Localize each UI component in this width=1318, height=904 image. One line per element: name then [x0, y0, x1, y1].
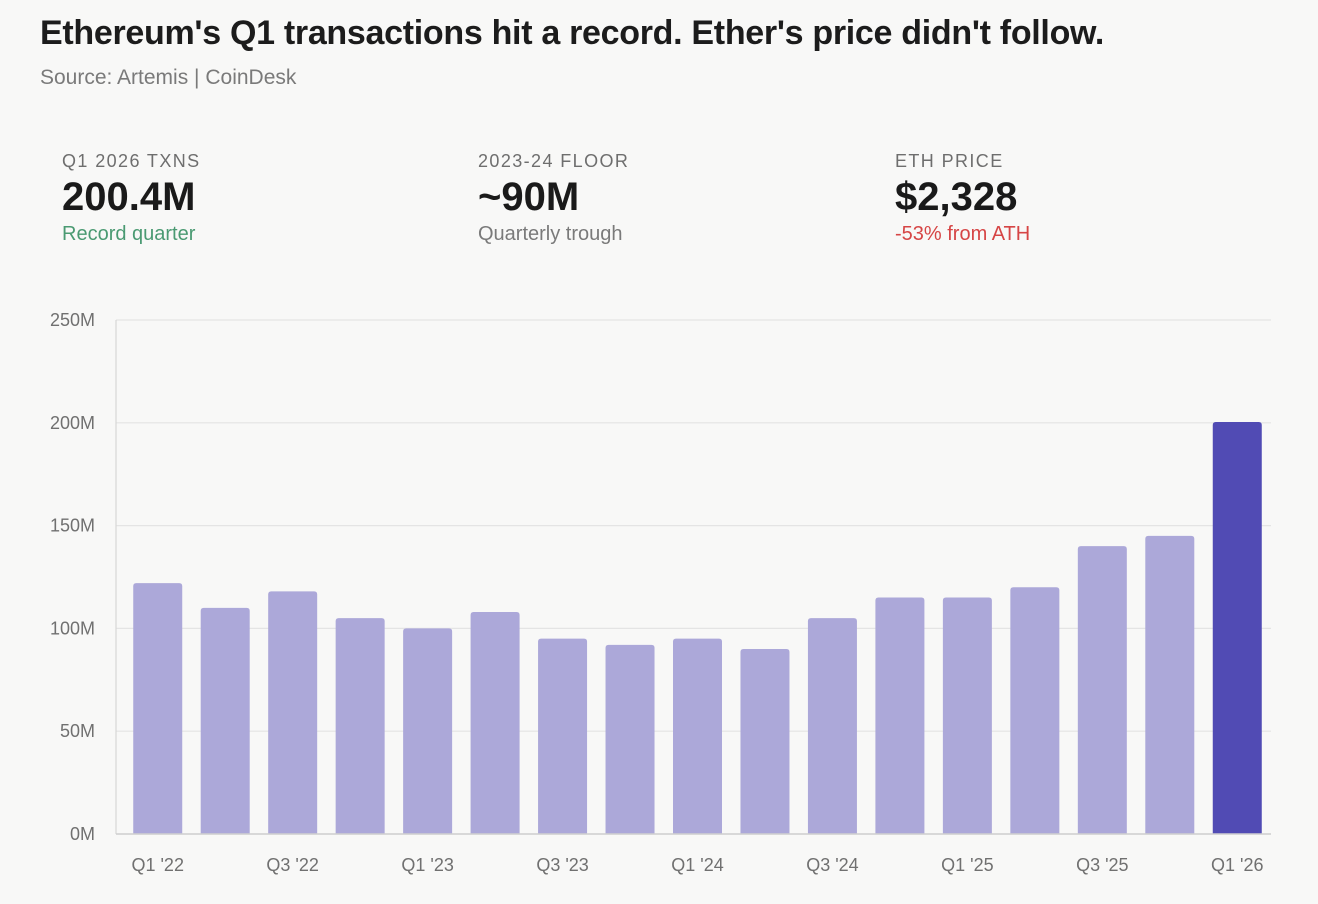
- bar-q4-24: [875, 597, 925, 834]
- kpi-label: Q1 2026 TXNS: [62, 151, 201, 171]
- bar-q2-22: [200, 607, 250, 834]
- kpi-eth-price: ETH PRICE $2,328 -53% from ATH: [895, 150, 1030, 246]
- bar-q4-23: [605, 644, 655, 834]
- y-tick-label: 50M: [60, 721, 95, 741]
- x-tick-label: Q3 '25: [1076, 855, 1128, 875]
- kpi-label: 2023-24 FLOOR: [478, 151, 630, 171]
- y-axis-ticks: 0M 50M 100M 150M 200M 250M: [50, 310, 95, 844]
- bar-q3-25: [1077, 546, 1127, 834]
- y-tick-label: 200M: [50, 413, 95, 433]
- chart-title: Ethereum's Q1 transactions hit a record.…: [40, 14, 1105, 52]
- bar-q3-23: [538, 638, 588, 834]
- y-tick-label: 150M: [50, 516, 95, 536]
- bar-q3-24: [807, 618, 857, 834]
- bar-q1-24: [673, 638, 722, 834]
- bar-q4-22: [335, 618, 385, 834]
- kpi-value: 200.4M: [62, 175, 196, 219]
- kpi-note: Record quarter: [62, 223, 196, 245]
- kpi-value: $2,328: [895, 175, 1018, 219]
- bar-q1-25: [942, 597, 992, 834]
- x-tick-label: Q1 '23: [401, 855, 453, 875]
- kpi-value: ~90M: [478, 175, 580, 219]
- bar-q3-22: [268, 591, 318, 834]
- kpi-floor: 2023-24 FLOOR ~90M Quarterly trough: [478, 150, 629, 246]
- x-axis-ticks: Q1 '22 Q3 '22 Q1 '23 Q3 '23 Q1 '24 Q3 '24 Q1 '…: [131, 855, 1263, 875]
- bar-q1-26: [1212, 421, 1262, 834]
- kpi-q1-txns: Q1 2026 TXNS 200.4M Record quarter: [62, 150, 201, 246]
- bar-q2-24: [740, 648, 790, 834]
- y-tick-label: 0M: [70, 824, 95, 844]
- x-tick-label: Q1 '26: [1211, 855, 1263, 875]
- x-tick-label: Q1 '24: [671, 855, 723, 875]
- x-tick-label: Q3 '23: [536, 855, 588, 875]
- x-tick-label: Q1 '22: [131, 855, 183, 875]
- kpi-note: -53% from ATH: [895, 223, 1031, 245]
- transactions-bar-chart: 0M 50M 100M 150M 200M 250M Q1 '22 Q3 '22 Q1 '23…: [50, 310, 1271, 875]
- x-tick-label: Q3 '22: [266, 855, 318, 875]
- bar-q1-23: [403, 628, 453, 834]
- x-tick-label: Q3 '24: [806, 855, 858, 875]
- bar-q2-25: [1010, 587, 1060, 834]
- x-tick-label: Q1 '25: [941, 855, 993, 875]
- y-tick-label: 250M: [50, 310, 95, 330]
- y-tick-label: 100M: [50, 618, 95, 638]
- bar-q4-25: [1145, 535, 1195, 834]
- source-subtitle: Source: Artemis | CoinDesk: [40, 66, 297, 89]
- bar-q1-22: [133, 583, 183, 834]
- bar-q2-23: [470, 611, 520, 834]
- bars: [133, 421, 1262, 834]
- kpi-note: Quarterly trough: [478, 223, 623, 245]
- kpi-label: ETH PRICE: [895, 151, 1004, 171]
